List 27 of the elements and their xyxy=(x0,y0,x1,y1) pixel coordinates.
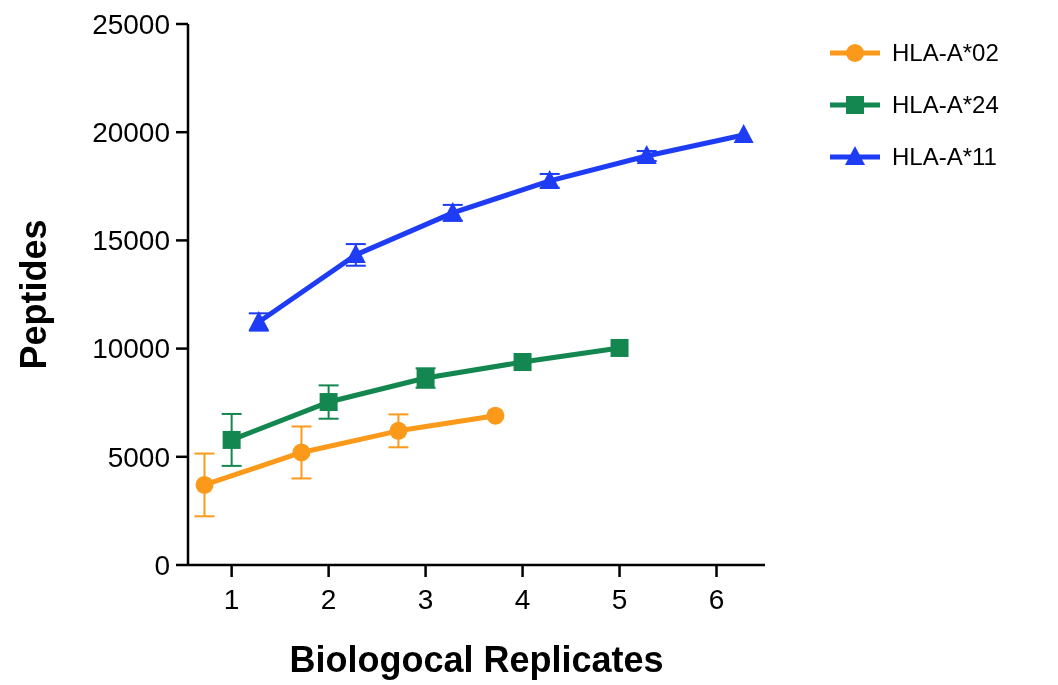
y-tick-label: 10000 xyxy=(92,333,170,365)
point xyxy=(610,338,629,357)
legend-label: HLA-A*24 xyxy=(892,91,999,119)
x-tick-label: 2 xyxy=(320,584,337,615)
x-tick-label: 3 xyxy=(417,584,434,615)
y-tick-label: 20000 xyxy=(92,117,170,148)
y-tick-label: 15000 xyxy=(92,225,170,257)
x-axis-title: Biologocal Replicates xyxy=(289,639,664,680)
point xyxy=(292,443,311,462)
x-tick-label: 5 xyxy=(611,584,628,615)
x-tick-label: 6 xyxy=(708,584,725,615)
legend-label: HLA-A*11 xyxy=(892,143,997,171)
legend-label: HLA-A*02 xyxy=(892,39,999,67)
x-tick-label: 4 xyxy=(514,584,531,615)
x-tick-label: 1 xyxy=(223,584,240,615)
y-tick-label: 0 xyxy=(154,549,170,581)
point xyxy=(222,430,241,449)
point xyxy=(513,353,532,372)
point xyxy=(636,145,657,164)
y-axis-title: Peptides xyxy=(13,219,54,370)
point xyxy=(195,475,214,494)
point xyxy=(389,421,408,440)
point xyxy=(486,406,505,425)
point xyxy=(733,124,754,144)
point xyxy=(319,393,338,412)
y-tick-label: 5000 xyxy=(107,441,170,473)
y-tick-label: 25000 xyxy=(92,8,170,40)
